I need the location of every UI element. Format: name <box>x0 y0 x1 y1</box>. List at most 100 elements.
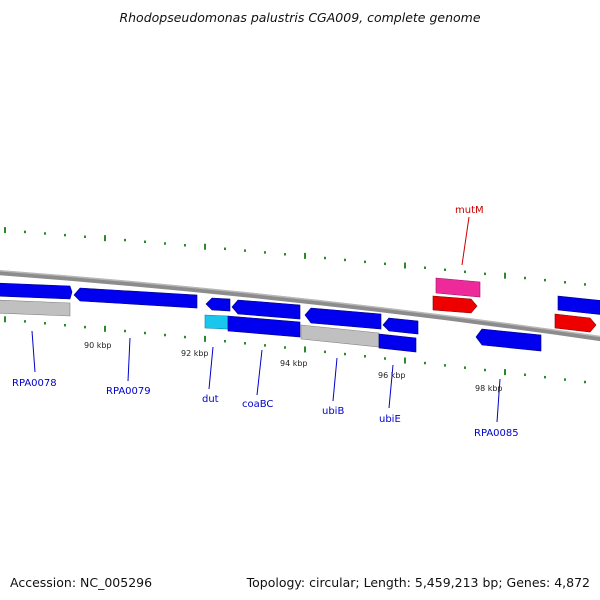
gene-label-ubib[interactable]: ubiB <box>322 406 344 417</box>
gene-coabc[interactable] <box>231 299 301 320</box>
gene-ubib-rna[interactable] <box>300 324 380 348</box>
tick-mark-minor <box>324 256 326 260</box>
tick-label: 90 kbp <box>84 341 112 350</box>
tick-mark-minor <box>444 268 446 272</box>
tick-mark-minor <box>424 361 426 365</box>
tick-mark-minor <box>164 333 166 337</box>
tick-mark-minor <box>344 258 346 262</box>
tick-mark-minor <box>324 350 326 354</box>
tick-mark-minor <box>544 375 546 379</box>
tick-mark-minor <box>564 378 566 381</box>
tick-mark-minor <box>264 251 266 254</box>
gene-right-red[interactable] <box>554 313 597 333</box>
gene-dut-rna[interactable] <box>204 314 229 330</box>
tick-mark-minor <box>464 366 466 369</box>
tick-mark-major <box>304 346 306 353</box>
tick-mark-minor <box>84 325 86 329</box>
tick-mark-minor <box>64 233 66 237</box>
tick-mark-minor <box>424 266 426 269</box>
tick-mark-major <box>404 262 406 269</box>
gene-label-mutm[interactable]: mutM <box>455 205 484 216</box>
tick-mark-minor <box>364 355 366 358</box>
tick-mark-minor <box>544 278 546 282</box>
tick-mark-minor <box>484 272 486 276</box>
tick-mark-minor <box>344 352 346 356</box>
tick-mark-minor <box>244 342 246 345</box>
tick-mark-minor <box>464 270 466 274</box>
tick-mark-minor <box>44 232 46 235</box>
tick-mark-minor <box>44 322 46 325</box>
tick-mark-minor <box>24 230 26 234</box>
tick-mark-minor <box>164 242 166 245</box>
gene-coabc-lower[interactable] <box>227 315 301 338</box>
tick-mark-minor <box>384 357 386 360</box>
tick-mark-major <box>4 227 6 234</box>
gene-label-rpa0078[interactable]: RPA0078 <box>12 378 57 389</box>
gene-mutm[interactable] <box>435 277 481 298</box>
tick-mark-minor <box>584 380 586 384</box>
gene-rpa0079[interactable] <box>73 287 198 309</box>
gene-rpa0078-rna[interactable] <box>0 299 71 317</box>
gene-dut[interactable] <box>205 297 231 312</box>
gene-mutm-red[interactable] <box>432 295 478 314</box>
tick-label: 96 kbp <box>378 371 406 380</box>
gene-ubie[interactable] <box>382 317 419 335</box>
genome-summary-text: Topology: circular; Length: 5,459,213 bp… <box>246 575 590 590</box>
tick-mark-major <box>304 252 306 259</box>
tick-mark-minor <box>224 247 226 251</box>
tick-mark-minor <box>264 344 266 347</box>
tick-mark-minor <box>284 253 286 256</box>
gene-label-ubie[interactable]: ubiE <box>379 414 401 425</box>
tick-mark-major <box>4 316 6 323</box>
tick-mark-minor <box>444 364 446 367</box>
tick-mark-minor <box>84 235 86 239</box>
tick-mark-major <box>104 235 106 242</box>
gene-rpa0078[interactable] <box>0 282 73 300</box>
tick-mark-minor <box>24 320 26 323</box>
tick-mark-major <box>204 243 206 250</box>
tick-label: 92 kbp <box>181 349 209 358</box>
gene-label-coabc[interactable]: coaBC <box>242 399 273 410</box>
genome-backbone <box>0 270 600 342</box>
tick-label: 98 kbp <box>475 384 503 393</box>
tick-mark-minor <box>384 262 386 266</box>
accession-text: Accession: NC_005296 <box>10 575 153 590</box>
tick-mark-minor <box>244 249 246 252</box>
tick-mark-minor <box>284 346 286 349</box>
tick-mark-minor <box>524 276 526 280</box>
tick-mark-minor <box>144 331 146 335</box>
gene-labels: RPA0078 RPA0079 dut coaBC ubiB ubiE RPA0… <box>12 205 519 439</box>
inner-tick-dots <box>4 316 586 384</box>
tick-mark-major <box>104 325 106 332</box>
gene-label-rpa0085[interactable]: RPA0085 <box>474 428 519 439</box>
tick-mark-minor <box>184 335 186 339</box>
gene-features <box>0 277 600 353</box>
tick-mark-minor <box>64 323 66 327</box>
tick-mark-minor <box>564 281 566 284</box>
tick-mark-major <box>504 272 506 279</box>
tick-mark-minor <box>144 240 146 244</box>
tick-mark-major <box>404 357 406 364</box>
tick-mark-minor <box>524 373 526 377</box>
kbp-ticks: 90 kbp 92 kbp 94 kbp 96 kbp 98 kbp <box>84 341 503 393</box>
gene-ubib[interactable] <box>304 307 382 330</box>
tick-mark-minor <box>364 260 366 264</box>
gene-right-blue[interactable] <box>557 295 600 315</box>
tick-mark-minor <box>224 339 226 343</box>
tick-mark-minor <box>184 243 186 247</box>
map-title: Rhodopseudomonas palustris CGA009, compl… <box>119 10 481 25</box>
tick-mark-minor <box>484 368 486 372</box>
tick-mark-minor <box>124 329 126 333</box>
label-leaders <box>31 216 501 423</box>
tick-mark-major <box>504 369 506 376</box>
tick-mark-major <box>204 335 206 342</box>
gene-label-rpa0079[interactable]: RPA0079 <box>106 386 151 397</box>
tick-label: 94 kbp <box>280 359 308 368</box>
gene-rpa0085[interactable] <box>475 328 542 352</box>
tick-mark-minor <box>124 238 126 242</box>
gene-label-dut[interactable]: dut <box>202 394 219 405</box>
tick-mark-minor <box>584 283 586 286</box>
gene-ubie-lower[interactable] <box>378 333 417 353</box>
outer-tick-dots <box>4 227 586 286</box>
